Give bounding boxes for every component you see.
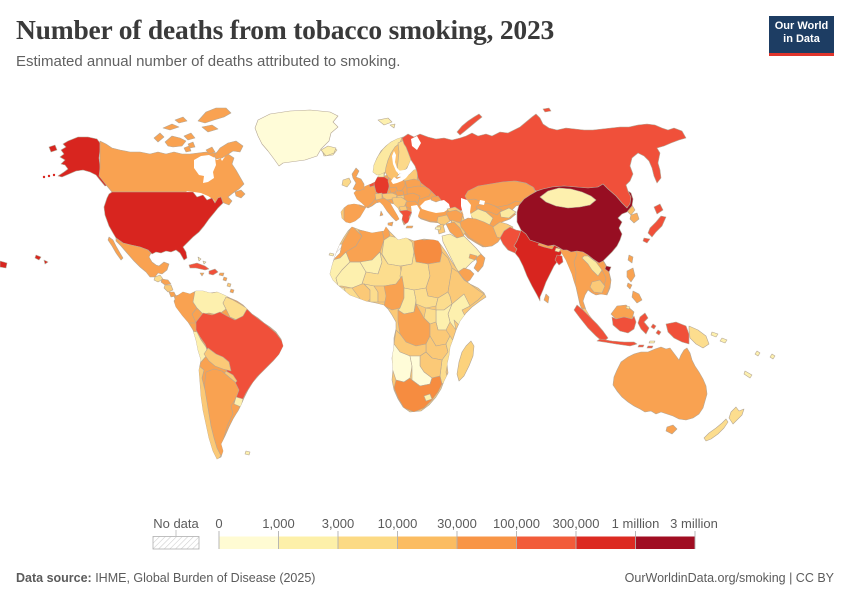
svg-text:300,000: 300,000 — [553, 516, 600, 531]
svg-text:10,000: 10,000 — [378, 516, 418, 531]
svg-text:30,000: 30,000 — [437, 516, 477, 531]
svg-text:3 million: 3 million — [670, 516, 718, 531]
svg-text:1,000: 1,000 — [262, 516, 295, 531]
svg-text:3,000: 3,000 — [322, 516, 355, 531]
svg-text:100,000: 100,000 — [493, 516, 540, 531]
svg-text:1 million: 1 million — [612, 516, 660, 531]
svg-text:No data: No data — [153, 516, 199, 531]
svg-text:0: 0 — [215, 516, 222, 531]
